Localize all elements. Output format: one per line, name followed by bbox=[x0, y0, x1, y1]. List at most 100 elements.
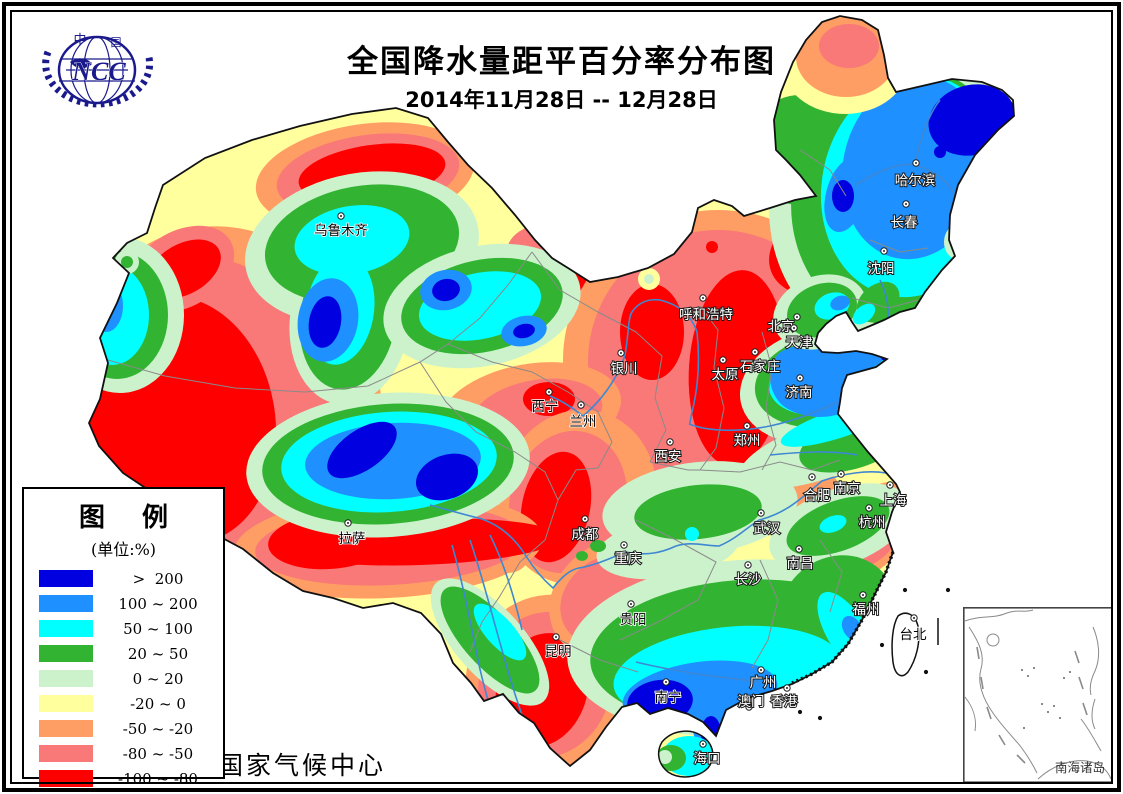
legend-swatch bbox=[39, 595, 93, 612]
legend-row: 20 ~ 50 bbox=[24, 641, 223, 666]
city-label: 广州 bbox=[750, 675, 777, 691]
city-label: 重庆 bbox=[615, 551, 642, 567]
city-label: 昆明 bbox=[545, 644, 572, 660]
legend-label: -20 ~ 0 bbox=[130, 694, 186, 713]
legend-row: -20 ~ 0 bbox=[24, 691, 223, 716]
legend-box: 图 例 (单位:%) > 200 100 ~ 200 50 ~ 100 20 ~ 50… bbox=[22, 487, 225, 788]
city-marker-dot bbox=[905, 203, 907, 205]
city-marker-dot bbox=[799, 377, 801, 379]
legend-row: 50 ~ 100 bbox=[24, 616, 223, 641]
city-label: 台北 bbox=[900, 627, 928, 643]
city-label: 香港 bbox=[771, 694, 799, 710]
logo-char-right: 国 bbox=[111, 36, 122, 49]
city-label: 长沙 bbox=[735, 572, 762, 588]
city-marker-dot bbox=[913, 617, 915, 619]
legend-title: 图 例 bbox=[78, 503, 183, 533]
city-label: 南宁 bbox=[655, 689, 682, 706]
city-label: 澳门 bbox=[738, 694, 765, 710]
city-marker-dot bbox=[760, 512, 762, 514]
city-marker-dot bbox=[747, 564, 749, 566]
legend-label: 20 ~ 50 bbox=[127, 644, 189, 663]
logo-char-left: 中 bbox=[73, 33, 86, 48]
city-label: 长春 bbox=[891, 215, 919, 231]
city-marker-dot bbox=[620, 352, 622, 354]
city-marker-dot bbox=[746, 425, 748, 427]
city-marker-dot bbox=[665, 681, 667, 683]
legend-swatch bbox=[39, 570, 93, 587]
city-marker-dot bbox=[347, 522, 349, 524]
legend-swatch bbox=[39, 695, 93, 712]
legend-swatch bbox=[39, 720, 93, 737]
city-marker-dot bbox=[915, 162, 917, 164]
city-label: 海口 bbox=[694, 751, 721, 767]
legend-row: > 200 bbox=[24, 566, 223, 591]
city-marker-dot bbox=[811, 476, 813, 478]
city-marker-dot bbox=[555, 636, 557, 638]
province-boundaries bbox=[107, 149, 929, 673]
legend-label: -50 ~ -20 bbox=[122, 719, 194, 738]
china-outline bbox=[88, 15, 1015, 768]
city-label: 拉萨 bbox=[339, 531, 366, 547]
city-marker-dot bbox=[798, 548, 800, 550]
city-label: 武汉 bbox=[754, 521, 782, 537]
city-label: 银川 bbox=[611, 361, 638, 377]
city-marker-dot bbox=[548, 391, 550, 393]
city-marker-dot bbox=[748, 706, 750, 708]
city-label: 合肥 bbox=[804, 488, 831, 504]
logo-org-text: NCC bbox=[71, 57, 126, 86]
hainan-outline bbox=[657, 730, 714, 778]
legend-label: 0 ~ 20 bbox=[132, 669, 184, 688]
credit-text: 国家气候中心 bbox=[218, 751, 387, 780]
legend-row: -100 ~ -80 bbox=[24, 766, 223, 791]
city-marker-dot bbox=[760, 669, 762, 671]
city-marker-dot bbox=[862, 594, 864, 596]
taiwan-island bbox=[891, 612, 920, 677]
rivers bbox=[429, 99, 956, 716]
city-marker-dot bbox=[584, 518, 586, 520]
legend-unit: (单位:%) bbox=[90, 540, 157, 559]
city-label: 乌鲁木齐 bbox=[314, 223, 368, 239]
city-marker-dot bbox=[630, 603, 632, 605]
city-label: 哈尔滨 bbox=[895, 173, 936, 189]
city-marker-dot bbox=[786, 687, 788, 689]
legend-swatch bbox=[39, 645, 93, 662]
city-label: 南昌 bbox=[787, 556, 814, 572]
city-label: 济南 bbox=[786, 385, 813, 401]
legend-label: 50 ~ 100 bbox=[123, 619, 193, 638]
legend-label: -80 ~ -50 bbox=[122, 744, 194, 763]
city-marker-dot bbox=[722, 359, 724, 361]
legend-swatch bbox=[39, 670, 93, 687]
city-label: 福州 bbox=[853, 602, 880, 618]
legend-row: 0 ~ 20 bbox=[24, 666, 223, 691]
city-marker-dot bbox=[623, 544, 625, 546]
city-marker-dot bbox=[889, 484, 891, 486]
coastal-islands bbox=[789, 551, 951, 721]
legend-row: -80 ~ -50 bbox=[24, 741, 223, 766]
legend-label: -100 ~ -80 bbox=[118, 769, 198, 788]
city-label: 天津 bbox=[786, 335, 813, 351]
city-label: 南京 bbox=[834, 481, 861, 497]
map-title: 全国降水量距平百分率分布图 bbox=[347, 44, 776, 80]
city-label: 太原 bbox=[712, 367, 739, 383]
legend-swatch bbox=[39, 620, 93, 637]
inset-islands bbox=[1021, 667, 1071, 729]
map-date-range: 2014年11月28日 -- 12月28日 bbox=[405, 88, 718, 112]
city-marker-dot bbox=[868, 507, 870, 509]
inset-label: 南海诸岛 bbox=[1055, 760, 1105, 775]
legend-label: 100 ~ 200 bbox=[118, 594, 198, 613]
city-label: 呼和浩特 bbox=[679, 307, 733, 323]
legend-rows: > 200 100 ~ 200 50 ~ 100 20 ~ 50 0 ~ 20 -20 ~… bbox=[24, 566, 223, 791]
city-marker-dot bbox=[883, 250, 885, 252]
ncc-logo: 中 国 NCC bbox=[42, 33, 154, 108]
legend-swatch bbox=[39, 770, 93, 787]
city-label: 西安 bbox=[655, 449, 682, 465]
city-marker-dot bbox=[580, 404, 582, 406]
city-label: 杭州 bbox=[859, 515, 886, 531]
city-label: 西宁 bbox=[532, 398, 559, 415]
legend-row: 100 ~ 200 bbox=[24, 591, 223, 616]
south-china-sea-inset: 南海诸岛 bbox=[963, 607, 1113, 783]
city-marker-dot bbox=[702, 297, 704, 299]
city-marker-dot bbox=[669, 441, 671, 443]
